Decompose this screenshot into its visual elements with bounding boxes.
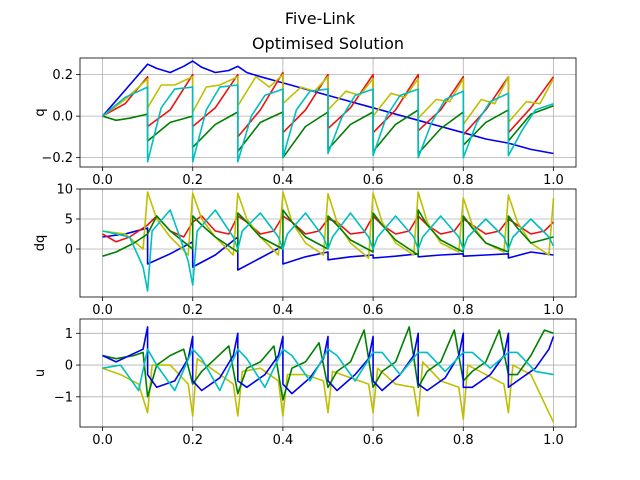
- x-tick-label: 0.2: [182, 303, 203, 318]
- x-tick-label: 0.4: [273, 303, 294, 318]
- x-tick-label: 0.8: [453, 433, 474, 448]
- x-tick-label: 0.2: [182, 173, 203, 188]
- y-tick-label: −1: [54, 390, 73, 405]
- series-line-blue: [101, 60, 554, 155]
- series-line-cyan: [102, 348, 554, 392]
- x-tick-label: 0.8: [453, 173, 474, 188]
- axes-dq: 0.0 0.2 0.4 0.6 0.8 1.0 10 5 0 dq: [33, 183, 577, 318]
- axes-q: 0.0 0.2 0.4 0.6 0.8 1.0 0.2 0.0 −0.2 q: [33, 57, 577, 188]
- x-tick-label: 0.4: [273, 433, 294, 448]
- x-tick-label: 1.0: [543, 433, 564, 448]
- figure-title: Optimised Solution: [252, 34, 404, 53]
- x-tick-label: 0.6: [363, 303, 384, 318]
- x-tick-label: 0.0: [92, 433, 113, 448]
- x-tick-label: 0.6: [363, 173, 384, 188]
- x-tick-label: 0.8: [453, 303, 474, 318]
- axes-frame: [79, 188, 577, 298]
- y-tick-label: 0: [65, 359, 73, 374]
- figure-suptitle: Five-Link: [285, 9, 356, 28]
- series-line-green: [102, 326, 554, 401]
- series-line-green: [102, 209, 554, 257]
- x-tick-label: 0.2: [182, 433, 203, 448]
- y-tick-label: 5: [65, 213, 73, 228]
- axes-u: 0.0 0.2 0.4 0.6 0.8 1.0 1 0 −1 u: [33, 318, 577, 448]
- series-line-blue: [102, 326, 555, 395]
- x-tick-label: 0.0: [92, 303, 113, 318]
- axes-frame: [79, 57, 577, 168]
- y-tick-label: 0: [65, 243, 73, 258]
- x-tick-label: 0.6: [363, 433, 384, 448]
- y-axis-label: q: [33, 108, 48, 116]
- y-axis-label: u: [33, 369, 48, 377]
- x-tick-label: 0.0: [92, 173, 113, 188]
- series-line-yellow: [102, 357, 555, 423]
- y-tick-label: 10: [56, 183, 73, 198]
- y-tick-label: 1: [65, 327, 73, 342]
- series-line-cyan: [101, 84, 554, 163]
- axes-frame: [79, 318, 577, 428]
- y-tick-label: −0.2: [41, 151, 73, 166]
- y-axis-label: dq: [33, 235, 48, 252]
- x-tick-label: 1.0: [543, 173, 564, 188]
- y-tick-label: 0.0: [52, 110, 73, 125]
- series-line-cyan: [102, 209, 555, 292]
- x-tick-label: 1.0: [543, 303, 564, 318]
- y-tick-label: 0.2: [52, 68, 73, 83]
- series-line-yellow: [102, 191, 555, 259]
- x-tick-label: 0.4: [273, 173, 294, 188]
